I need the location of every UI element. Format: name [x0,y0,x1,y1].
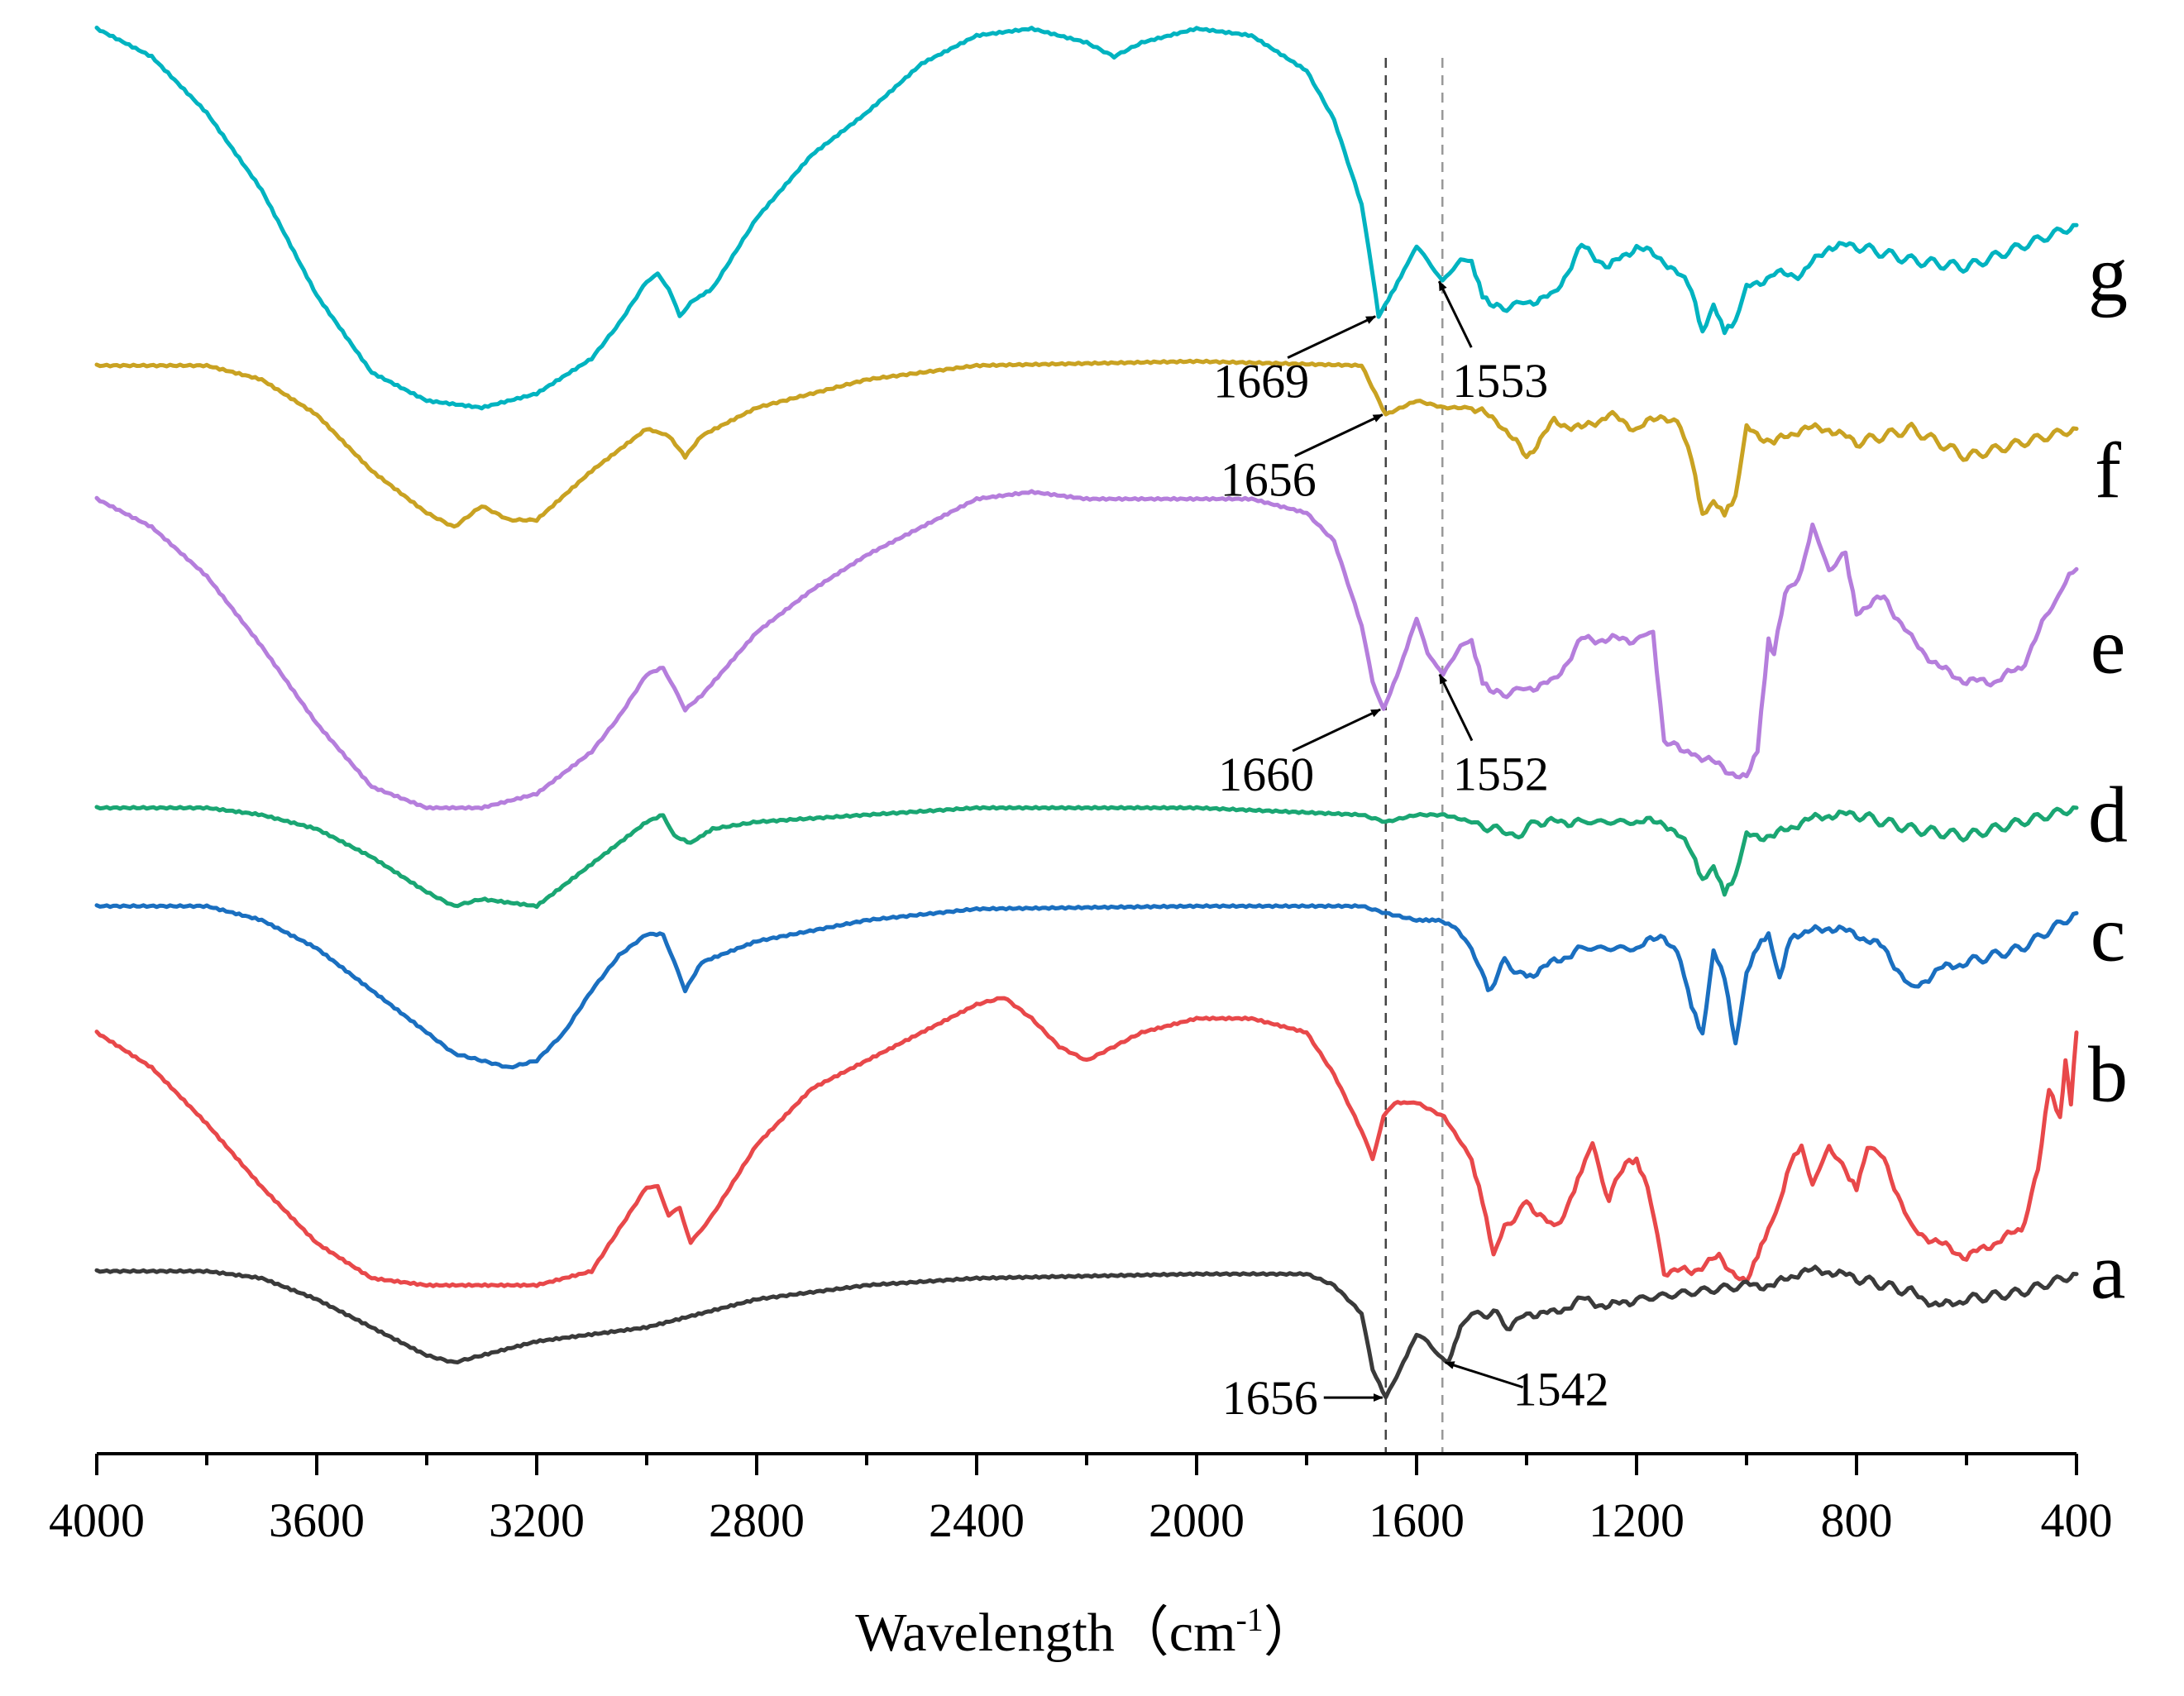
annotation-label-g-1553: 1553 [1452,354,1548,408]
annotation-arrow-e-1552 [1438,673,1474,742]
annotation-label-g-1669: 1669 [1213,355,1309,408]
curve-label-c: c [2091,890,2126,978]
x-tick-label-2000: 2000 [1149,1493,1245,1547]
curve-label-b: b [2088,1030,2128,1119]
curve-label-f: f [2095,426,2121,514]
series-line-g [94,26,2079,411]
annotation-arrow-g-1553 [1437,280,1473,348]
curve-label-g: g [2088,230,2128,318]
annotation-label-a-1656: 1656 [1222,1371,1318,1425]
x-tick-label-400: 400 [2041,1493,2113,1547]
x-axis: 4000 3600 3200 2800 2400 2000 1600 1200 800 400 [49,1452,2113,1547]
x-tick-label-2800: 2800 [709,1493,805,1547]
annotation-label-e-1552: 1552 [1453,748,1549,801]
series-line-a [94,1264,2079,1400]
series-line-e [94,489,2079,811]
series-line-d [94,805,2079,910]
x-tick-label-3200: 3200 [489,1493,585,1547]
series-line-b [94,996,2079,1288]
x-tick-label-1600: 1600 [1369,1493,1465,1547]
annotation-arrow-g-1669 [1287,315,1377,359]
annotations: 1669 1553 1656 1660 1552 1656 1542 [1213,280,1609,1425]
series-line-f [94,358,2079,529]
annotation-arrow-f-1656 [1294,413,1384,457]
x-tick-label-3600: 3600 [269,1493,365,1547]
annotation-label-e-1660: 1660 [1218,748,1314,801]
annotation-label-f-1656: 1656 [1221,452,1317,506]
series-line-c [94,903,2079,1070]
annotation-arrow-a-1542 [1444,1361,1524,1389]
x-tick-label-800: 800 [1821,1493,1893,1547]
x-tick-label-1200: 1200 [1589,1493,1685,1547]
curve-label-a: a [2091,1226,2126,1315]
annotation-arrow-e-1660 [1292,708,1382,752]
curve-label-d: d [2088,770,2128,858]
series-group [94,26,2079,1400]
x-tick-label-2400: 2400 [929,1493,1025,1547]
curve-label-e: e [2091,602,2126,690]
annotation-label-a-1542: 1542 [1513,1363,1609,1417]
x-tick-label-4000: 4000 [49,1493,145,1547]
x-axis-title: Wavelength（cm-1） [855,1601,1318,1663]
